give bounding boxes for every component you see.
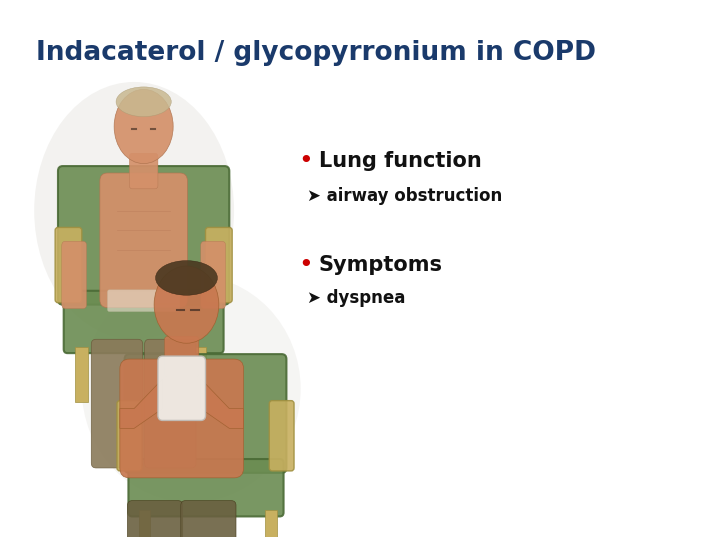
- Text: ➤ airway obstruction: ➤ airway obstruction: [307, 187, 503, 205]
- FancyBboxPatch shape: [130, 153, 158, 189]
- Text: ➤ dyspnea: ➤ dyspnea: [307, 289, 406, 307]
- FancyBboxPatch shape: [63, 291, 224, 353]
- FancyBboxPatch shape: [55, 227, 82, 302]
- Ellipse shape: [156, 261, 217, 295]
- FancyBboxPatch shape: [125, 354, 287, 473]
- FancyBboxPatch shape: [158, 356, 205, 421]
- FancyBboxPatch shape: [127, 501, 183, 540]
- Text: Indacaterol / glycopyrronium in COPD: Indacaterol / glycopyrronium in COPD: [36, 40, 596, 66]
- FancyBboxPatch shape: [117, 401, 142, 471]
- FancyBboxPatch shape: [165, 336, 199, 377]
- FancyBboxPatch shape: [91, 339, 143, 468]
- Bar: [266, 510, 277, 540]
- FancyBboxPatch shape: [128, 459, 284, 516]
- FancyBboxPatch shape: [205, 227, 232, 302]
- Ellipse shape: [82, 275, 301, 503]
- Text: •: •: [298, 253, 312, 277]
- FancyBboxPatch shape: [107, 290, 180, 312]
- Ellipse shape: [154, 266, 219, 343]
- FancyBboxPatch shape: [269, 401, 294, 471]
- FancyBboxPatch shape: [181, 501, 236, 540]
- FancyBboxPatch shape: [145, 339, 196, 468]
- Text: Symptoms: Symptoms: [319, 255, 443, 275]
- Text: Lung function: Lung function: [319, 151, 482, 171]
- FancyBboxPatch shape: [100, 173, 187, 308]
- Ellipse shape: [114, 90, 173, 164]
- FancyBboxPatch shape: [201, 241, 225, 308]
- Ellipse shape: [34, 82, 234, 339]
- FancyBboxPatch shape: [58, 166, 229, 305]
- FancyBboxPatch shape: [120, 359, 243, 478]
- FancyBboxPatch shape: [62, 241, 86, 308]
- Bar: [75, 347, 89, 402]
- Bar: [139, 510, 150, 540]
- Text: •: •: [298, 149, 312, 173]
- Bar: [193, 347, 207, 402]
- Polygon shape: [120, 379, 163, 428]
- Polygon shape: [201, 379, 243, 428]
- Ellipse shape: [116, 87, 171, 117]
